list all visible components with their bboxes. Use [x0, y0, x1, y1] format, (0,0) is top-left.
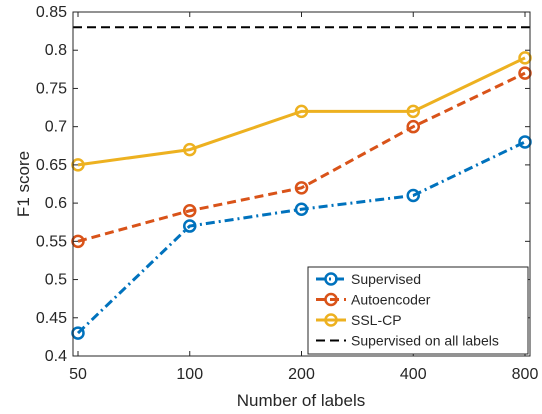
data-point-s0-2: [294, 202, 309, 216]
series-line-1: [77, 71, 526, 243]
legend-label-3: Supervised on all labels: [351, 333, 499, 349]
y-tick-label-8: 0.8: [45, 42, 67, 59]
legend: Supervised Autoencoder SSL-CP Supervised on…: [307, 266, 529, 355]
y-tick-label-3: 0.55: [36, 233, 67, 250]
data-point-s1-1: [183, 204, 197, 218]
legend-label-2: SSL-CP: [351, 312, 402, 328]
legend-swatch-marker-1: [324, 292, 338, 307]
legend-label-1: Autoencoder: [351, 292, 431, 308]
x-tick-label-4: 800: [512, 366, 539, 383]
y-tick-label-9: 0.85: [36, 4, 67, 21]
series-layer: [71, 26, 532, 340]
x-axis-title: Number of labels: [237, 391, 366, 410]
data-point-s0-1: [183, 219, 197, 233]
y-axis-title: F1 score: [14, 151, 33, 217]
y-tick-label-5: 0.65: [36, 157, 67, 174]
legend-swatch-marker-2: [324, 313, 338, 327]
y-tick-label-6: 0.7: [45, 119, 67, 136]
data-point-s0-3: [406, 188, 420, 203]
x-tick-label-0: 50: [69, 366, 87, 383]
series-line-0: [76, 140, 526, 335]
data-point-s1-2: [294, 181, 309, 195]
axes-layer: 50 100 200 400 800 0.4 0.45 0.5 0.55 0.6 0.65 0.7 0.…: [36, 4, 539, 383]
y-tick-label-2: 0.5: [45, 272, 67, 289]
y-tick-label-1: 0.45: [36, 310, 67, 327]
series-line-2: [77, 56, 526, 167]
data-point-s1-3: [406, 119, 420, 134]
data-point-s2-2: [294, 104, 309, 119]
y-tick-label-4: 0.6: [45, 195, 67, 212]
data-point-s2-3: [406, 104, 420, 119]
x-tick-label-3: 400: [400, 366, 427, 383]
y-tick-label-7: 0.75: [36, 80, 67, 97]
x-tick-label-2: 200: [288, 366, 315, 383]
legend-swatch-marker-0: [324, 272, 338, 286]
legend-label-0: Supervised: [351, 271, 421, 287]
x-tick-label-1: 100: [176, 366, 203, 383]
data-point-s2-1: [183, 142, 197, 157]
y-tick-label-0: 0.4: [45, 348, 67, 365]
